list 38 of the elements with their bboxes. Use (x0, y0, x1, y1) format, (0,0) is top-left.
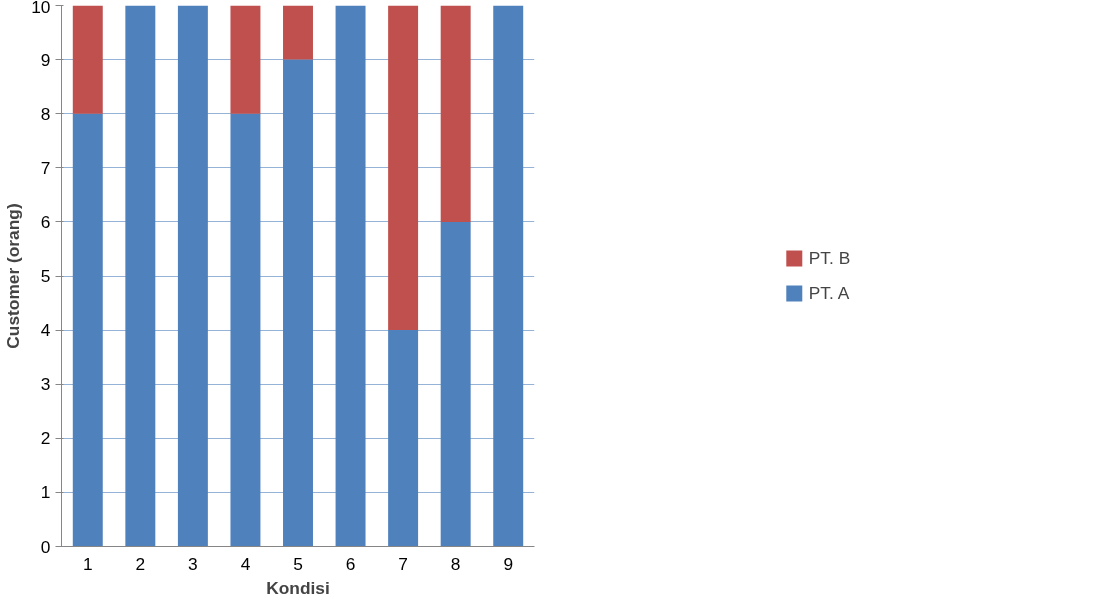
x-tick-label: 1 (82, 553, 93, 574)
bar (440, 5, 471, 222)
x-axis-title: Kondisi (266, 577, 330, 598)
bar (388, 330, 419, 547)
x-tick-label: 7 (398, 553, 408, 574)
bar (177, 5, 208, 547)
y-tick-label: 2 (40, 428, 51, 449)
y-tick-label: 4 (40, 320, 51, 341)
y-tick-label: 0 (40, 536, 51, 557)
bar (440, 221, 471, 547)
y-axis-title: Customer (orang) (3, 203, 24, 349)
bar (283, 5, 313, 60)
x-tick-label: 4 (240, 553, 251, 574)
x-tick-label: 6 (345, 553, 356, 574)
y-tick-label: 1 (40, 482, 51, 503)
bar (335, 5, 366, 547)
y-tick-label: 5 (40, 266, 51, 286)
x-tick-label: 5 (293, 553, 303, 574)
bar (388, 5, 419, 331)
x-tick-label: 2 (135, 553, 146, 574)
bar (283, 59, 313, 547)
y-tick-label: 7 (40, 157, 51, 178)
bar (72, 113, 103, 547)
bar (125, 5, 156, 547)
x-tick-label: 3 (188, 553, 198, 574)
y-tick-label: 10 (31, 0, 51, 17)
y-tick-label: 3 (40, 374, 51, 395)
legend-label: PT. A (808, 282, 850, 304)
bar (72, 5, 103, 114)
y-tick-label: 9 (40, 49, 51, 70)
x-tick-label: 8 (450, 553, 461, 574)
bar (230, 113, 261, 547)
y-tick-label: 6 (40, 211, 51, 232)
legend-label: PT. B (808, 247, 851, 269)
x-tick-label: 9 (503, 553, 514, 574)
bar (493, 5, 524, 547)
bar (230, 5, 261, 114)
y-tick-label: 8 (40, 103, 51, 124)
